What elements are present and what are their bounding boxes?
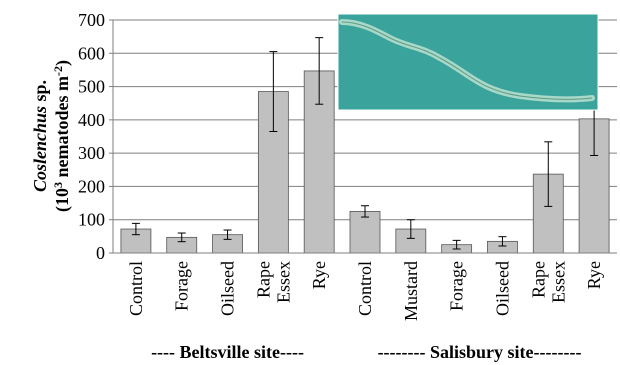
y-tick-label: 700 bbox=[78, 10, 105, 30]
y-label-part: ) bbox=[52, 60, 73, 66]
x-tick-label: Control bbox=[126, 261, 146, 316]
y-tick-label: 200 bbox=[78, 176, 105, 196]
y-label-part: Coslenchus bbox=[30, 106, 50, 192]
group-label: ---- Beltsville site---- bbox=[151, 342, 304, 362]
inset-image bbox=[338, 14, 598, 110]
y-label-part: -2 bbox=[51, 66, 65, 76]
x-tick-label: Rape Essex bbox=[253, 261, 293, 308]
chart: Coslenchus sp. (103 nematodes m-2) 0 100 2… bbox=[0, 0, 620, 365]
y-tick-label: 600 bbox=[78, 43, 105, 63]
x-tick-label: Oilseed bbox=[492, 261, 512, 316]
x-tick-label: Forage bbox=[172, 261, 192, 311]
x-tick-label: Oilseed bbox=[218, 261, 238, 316]
group-label: -------- Salisbury site-------- bbox=[378, 342, 582, 362]
y-label-part: nematodes m bbox=[52, 76, 72, 182]
x-tick-label: Rye bbox=[584, 261, 604, 289]
bar bbox=[350, 211, 380, 253]
y-axis-label: Coslenchus sp. bbox=[30, 80, 50, 192]
x-tick-label: Rape Essex bbox=[528, 261, 568, 308]
x-tick-label: Mustard bbox=[401, 261, 421, 321]
x-tick-label: Control bbox=[355, 261, 375, 316]
y-axis-label: (103 nematodes m-2) bbox=[51, 60, 73, 212]
y-tick-label: 300 bbox=[78, 143, 105, 163]
x-tick-label: Rye bbox=[309, 261, 329, 289]
x-tick-label: Forage bbox=[447, 261, 467, 311]
y-label-part: sp. bbox=[30, 80, 50, 106]
y-label-part: (10 bbox=[52, 188, 73, 212]
y-tick-label: 400 bbox=[78, 110, 105, 130]
y-tick-label: 100 bbox=[78, 210, 105, 230]
y-tick-label: 0 bbox=[96, 243, 105, 263]
y-tick-label: 500 bbox=[78, 77, 105, 97]
